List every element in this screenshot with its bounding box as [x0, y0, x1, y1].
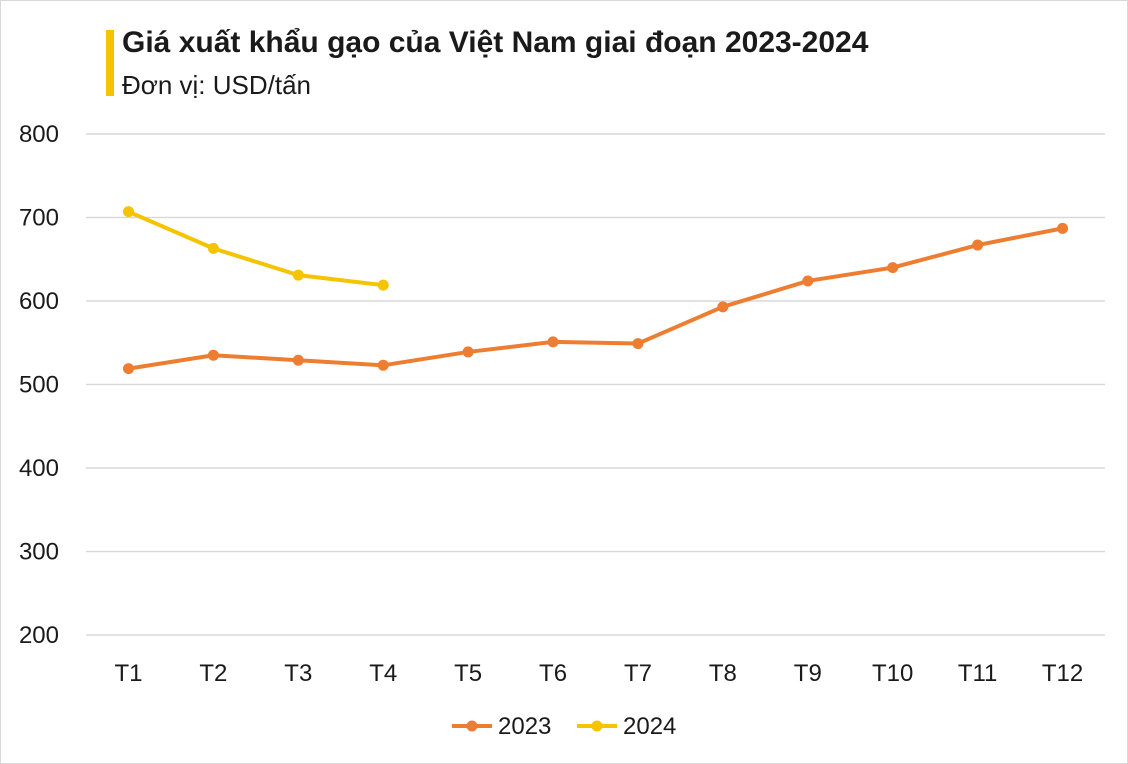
- data-point-2023-T4: [377, 359, 389, 371]
- data-point-2024-T1: [122, 206, 134, 218]
- x-tick-label: T5: [454, 660, 482, 687]
- x-tick-label: T3: [284, 660, 312, 687]
- data-point-2023-T1: [122, 363, 134, 375]
- data-point-2023-T11: [972, 239, 984, 251]
- data-point-2023-T7: [632, 338, 644, 350]
- data-point-2023-T5: [462, 346, 474, 358]
- title-accent-bar: [106, 30, 114, 96]
- x-tick-label: T4: [369, 660, 397, 687]
- legend-label-2023: 2023: [498, 713, 551, 740]
- data-point-2024-T2: [207, 242, 219, 254]
- x-tick-label: T11: [958, 660, 998, 687]
- x-tick-label: T6: [539, 660, 567, 687]
- chart-title: Giá xuất khẩu gạo của Việt Nam giai đoạn…: [122, 26, 869, 59]
- y-tick-label: 600: [19, 288, 59, 315]
- data-point-2023-T12: [1057, 222, 1069, 234]
- y-tick-label: 500: [19, 372, 59, 399]
- y-tick-label: 200: [19, 622, 59, 649]
- x-tick-label: T1: [114, 660, 142, 687]
- legend-label-2024: 2024: [623, 713, 676, 740]
- series-line-2023: [126, 226, 1065, 371]
- x-tick-label: T10: [872, 660, 913, 687]
- data-point-2024-T4: [377, 279, 389, 291]
- data-point-2023-T6: [547, 336, 559, 348]
- x-tick-label: T2: [199, 660, 227, 687]
- data-point-2023-T8: [717, 301, 729, 313]
- data-point-2023-T9: [802, 275, 814, 287]
- y-axis-ticks: 200 300 400 500 600 700 800: [19, 121, 59, 649]
- data-point-2024-T3: [292, 269, 304, 281]
- y-tick-label: 300: [19, 539, 59, 566]
- legend-item-2024: 2024: [577, 713, 676, 740]
- chart-subtitle: Đơn vị: USD/tấn: [122, 70, 311, 100]
- data-point-2023-T10: [887, 262, 899, 274]
- legend-marker-2024: [591, 720, 603, 732]
- x-tick-label: T7: [624, 660, 652, 687]
- legend-marker-2023: [466, 720, 478, 732]
- series-lines: [122, 206, 1069, 375]
- x-tick-label: T8: [709, 660, 737, 687]
- legend-item-2023: 2023: [452, 713, 551, 740]
- x-axis-ticks: T1 T2 T3 T4 T5 T6 T7 T8 T9 T10 T11 T12: [114, 660, 1083, 687]
- y-tick-label: 400: [19, 455, 59, 482]
- data-point-2023-T2: [207, 349, 219, 361]
- legend: 2023 2024: [452, 713, 676, 740]
- data-point-2023-T3: [292, 354, 304, 366]
- x-tick-label: T9: [794, 660, 822, 687]
- series-line-2024: [126, 209, 386, 288]
- y-tick-label: 700: [19, 205, 59, 232]
- x-tick-label: T12: [1042, 660, 1083, 687]
- y-tick-label: 800: [19, 121, 59, 148]
- gridlines: [86, 133, 1105, 636]
